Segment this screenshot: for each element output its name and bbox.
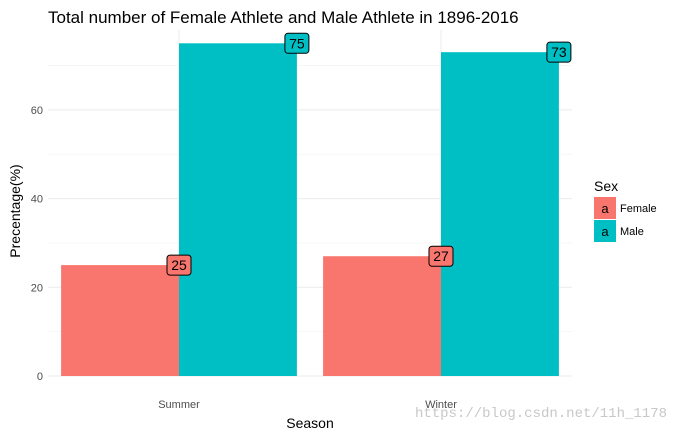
- x-tick-label: Winter: [425, 399, 457, 411]
- y-axis-title: Precentage(%): [7, 164, 23, 257]
- legend-key-female: [594, 197, 616, 219]
- data-label-box: [546, 41, 572, 63]
- bar-male-winter: [441, 52, 559, 377]
- y-tick-label: 40: [31, 194, 43, 206]
- data-label: 27: [433, 248, 449, 264]
- bar-female-summer: [61, 265, 179, 376]
- y-tick-label: 60: [31, 105, 43, 117]
- y-tick-label: 0: [37, 371, 43, 383]
- bar-female-winter: [323, 256, 441, 376]
- data-label: 75: [289, 35, 305, 51]
- legend-label-male: Male: [620, 226, 644, 238]
- bars: [61, 43, 559, 377]
- data-labels: 25 75 27 73: [166, 32, 572, 276]
- legend-key-letter: a: [601, 201, 609, 216]
- x-tick-label: Summer: [158, 399, 200, 411]
- data-label-box: [284, 32, 310, 54]
- legend-key-letter: a: [601, 224, 609, 239]
- watermark: https://blog.csdn.net/11h_1178: [415, 406, 667, 422]
- legend-title: Sex: [594, 178, 618, 194]
- data-label: 73: [551, 44, 567, 60]
- legend-label-female: Female: [620, 203, 657, 215]
- x-axis: Summer Winter: [158, 399, 457, 411]
- bar-male-summer: [179, 43, 297, 377]
- y-axis: 0 20 40 60: [31, 105, 43, 383]
- data-label: 25: [171, 257, 187, 273]
- data-label-box: [428, 245, 454, 267]
- chart-title: Total number of Female Athlete and Male …: [48, 8, 519, 27]
- y-tick-label: 20: [31, 282, 43, 294]
- legend-key-male: [594, 220, 616, 242]
- data-label-box: [166, 254, 192, 276]
- x-axis-title: Season: [286, 415, 333, 431]
